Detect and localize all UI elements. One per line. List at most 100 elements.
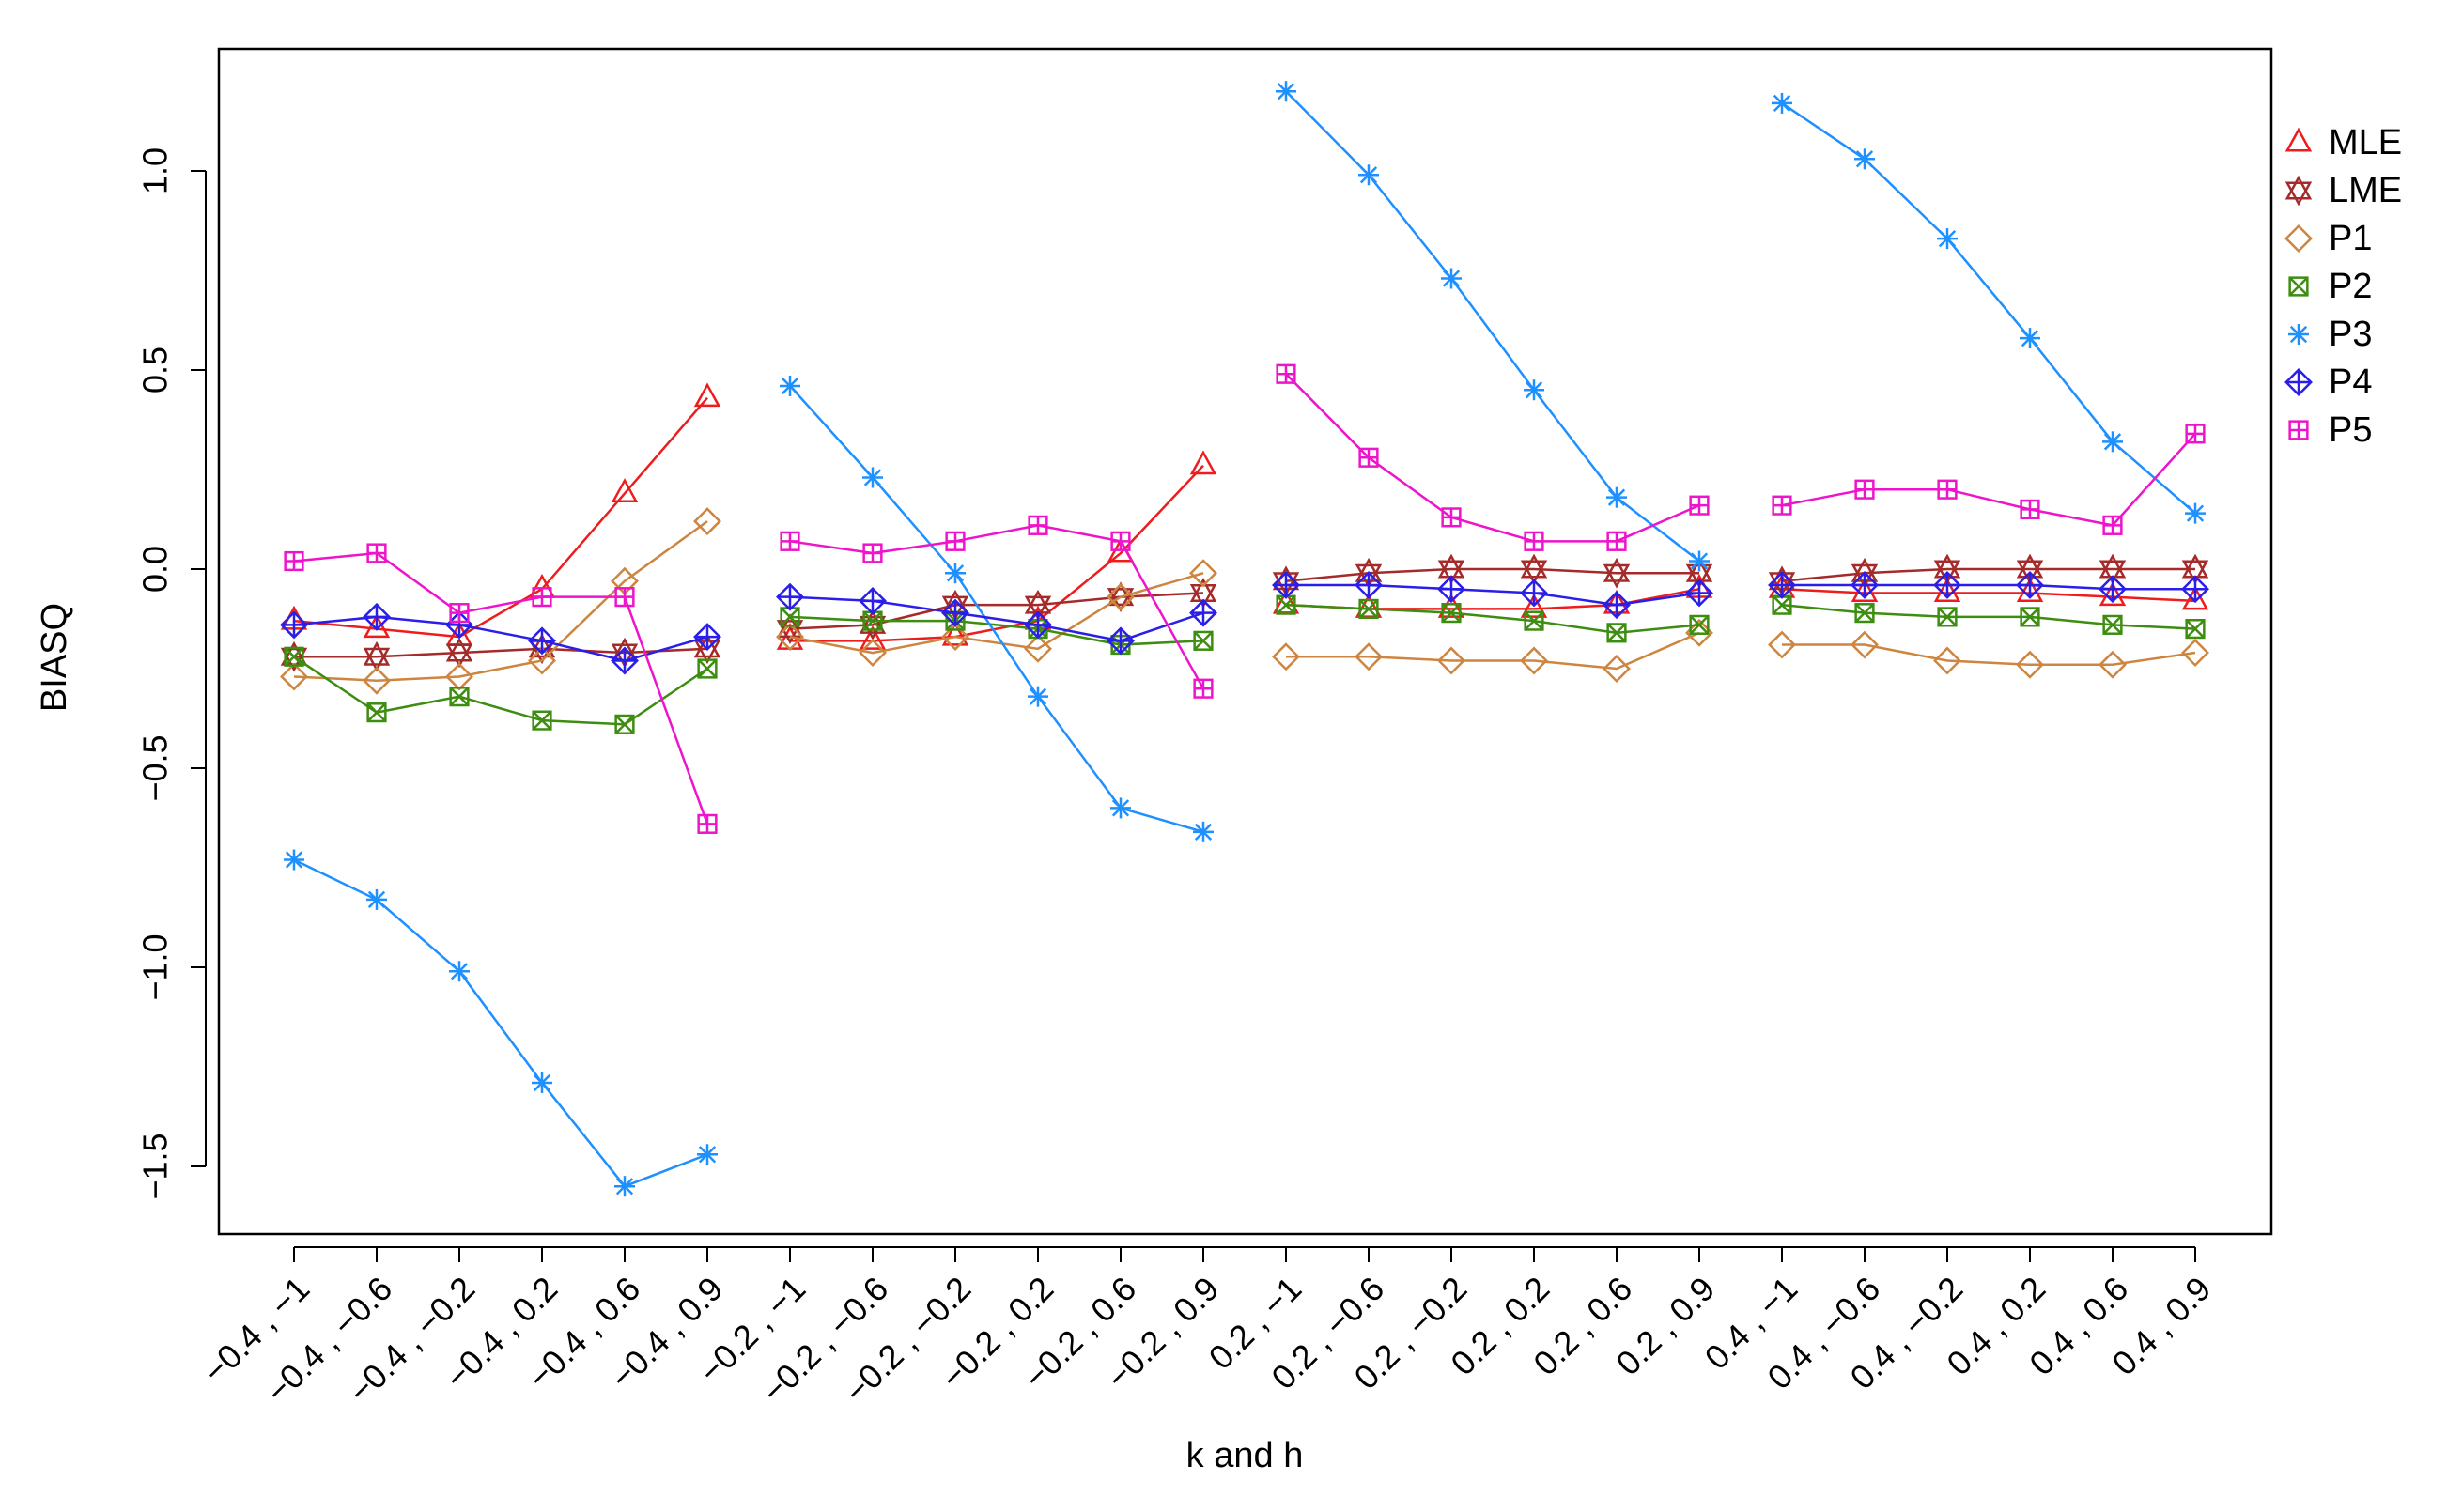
- point-p4: [1107, 626, 1135, 656]
- point-p2: [1937, 607, 1958, 627]
- point-p4: [528, 626, 556, 656]
- series-line-lme: [1781, 567, 2195, 582]
- legend-label-p3: P3: [2329, 315, 2372, 354]
- point-p2: [532, 710, 552, 731]
- point-p2: [1441, 603, 1462, 624]
- legend-marker-lme: [2284, 175, 2313, 207]
- y-tick-label: 1.0: [136, 147, 175, 194]
- y-axis: 1.0 0.5 0.0 −0.5 −1.0 −1.5: [136, 147, 207, 1200]
- point-p3: [945, 563, 966, 584]
- point-p5: [449, 603, 470, 624]
- point-p2: [1193, 630, 1214, 651]
- series-line-p3: [1781, 101, 2196, 515]
- point-p3: [1358, 164, 1379, 186]
- plot-frame: [217, 47, 2273, 1236]
- x-axis: −0.4 , −1−0.4 , −0.6−0.4 , −0.2−0.4 , 0.…: [195, 1246, 2218, 1411]
- series-line-p1: [293, 520, 708, 682]
- point-p2: [1524, 610, 1544, 631]
- point-mle: [1520, 594, 1548, 618]
- series-line-p4: [293, 615, 708, 662]
- point-p4: [776, 582, 804, 611]
- point-p2: [1358, 598, 1379, 619]
- legend-item-lme: LME: [2284, 171, 2402, 210]
- point-p4: [1024, 610, 1052, 640]
- point-p3: [2020, 328, 2040, 349]
- legend-label-mle: MLE: [2329, 123, 2402, 162]
- y-tick-label: −1.0: [136, 933, 175, 1000]
- point-p3: [1606, 486, 1627, 508]
- point-p5: [780, 531, 800, 551]
- point-p1: [941, 623, 969, 652]
- series-mle: [280, 382, 2209, 650]
- point-p4: [1355, 570, 1383, 599]
- series-line-p2: [293, 656, 708, 726]
- point-p1: [1768, 630, 1796, 659]
- series-line-lme: [294, 647, 708, 658]
- point-p3: [532, 1072, 552, 1093]
- point-p1: [1520, 646, 1548, 675]
- series-line-p1: [1782, 643, 2196, 667]
- point-p3: [2102, 431, 2123, 453]
- series-line-lme: [1285, 567, 1699, 582]
- point-p4: [859, 586, 887, 615]
- series-line-p1: [789, 572, 1204, 655]
- point-p5: [2020, 499, 2040, 519]
- point-p5: [1110, 531, 1131, 551]
- series-layer: [280, 81, 2209, 1197]
- point-p4: [1685, 579, 1713, 608]
- point-p2: [697, 658, 718, 679]
- series-line-p5: [293, 551, 709, 825]
- point-p3: [1689, 550, 1710, 572]
- point-p3: [1193, 821, 1214, 842]
- point-p4: [1933, 570, 1961, 599]
- series-lme: [280, 553, 2209, 672]
- point-p3: [2185, 502, 2206, 524]
- point-mle: [611, 478, 639, 502]
- point-p5: [1854, 479, 1875, 500]
- point-p4: [1189, 598, 1217, 627]
- point-p3: [1854, 148, 1875, 170]
- legend-marker-mle: [2284, 127, 2313, 152]
- point-p1: [1272, 642, 1300, 671]
- point-p1: [859, 639, 887, 668]
- point-p4: [693, 623, 721, 652]
- point-p1: [2099, 650, 2127, 679]
- point-p4: [363, 602, 391, 631]
- point-p1: [2181, 639, 2209, 668]
- point-p1: [1933, 646, 1961, 675]
- point-p2: [366, 702, 387, 723]
- point-p1: [1603, 655, 1631, 683]
- y-tick-label: 0.5: [136, 347, 175, 393]
- legend-marker-p3: [2288, 324, 2309, 345]
- point-p3: [780, 375, 800, 396]
- point-p5: [1028, 515, 1048, 535]
- point-p2: [2020, 607, 2040, 627]
- point-p4: [280, 610, 308, 640]
- series-p5: [284, 363, 2206, 834]
- point-lme: [1603, 557, 1631, 589]
- point-p3: [366, 888, 387, 910]
- legend-item-p5: P5: [2288, 410, 2372, 450]
- point-p3: [1937, 228, 1958, 250]
- point-p3: [1028, 686, 1048, 707]
- point-p1: [528, 646, 556, 675]
- legend-label-p1: P1: [2329, 219, 2372, 258]
- point-p1: [776, 623, 804, 652]
- point-mle: [941, 621, 969, 646]
- point-p1: [363, 666, 391, 695]
- point-p4: [1437, 575, 1465, 604]
- series-line-p3: [1285, 90, 1700, 563]
- y-tick-label: −1.5: [136, 1133, 175, 1199]
- point-p5: [1276, 363, 1296, 384]
- point-lme: [363, 640, 391, 672]
- legend-marker-p4: [2284, 368, 2313, 396]
- point-mle: [363, 613, 391, 639]
- point-p2: [1854, 603, 1875, 624]
- series-line-p4: [789, 595, 1204, 642]
- legend-marker-p1: [2284, 224, 2313, 253]
- legend-item-p4: P4: [2284, 363, 2372, 402]
- legend: MLE LME P1 P2 P3 P4 P5: [2284, 123, 2402, 450]
- legend-item-p1: P1: [2284, 219, 2372, 258]
- point-p1: [1189, 559, 1217, 588]
